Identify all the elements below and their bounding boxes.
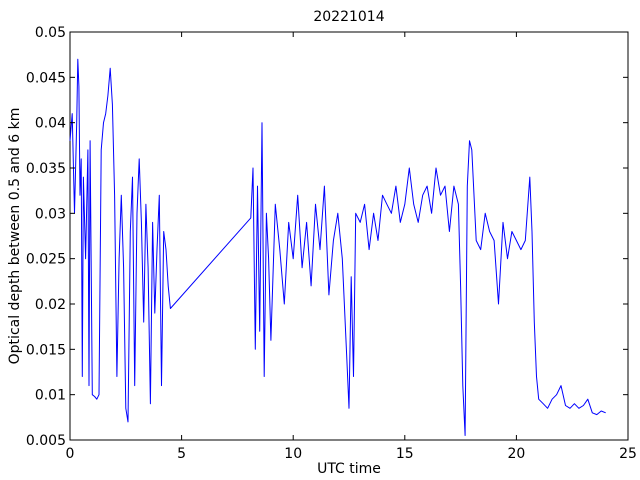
y-tick-label: 0.01 <box>35 388 66 404</box>
y-tick-label: 0.04 <box>35 116 66 132</box>
series-layer <box>69 58 606 436</box>
y-axis-label: Optical depth between 0.5 and 6 km <box>7 108 23 365</box>
y-tick-label: 0.005 <box>26 433 66 449</box>
x-axis-label: UTC time <box>317 461 381 477</box>
chart-title: 20221014 <box>313 9 384 25</box>
y-tick-label: 0.015 <box>26 342 66 358</box>
y-tick-label: 0.045 <box>26 70 66 86</box>
x-tick-label: 10 <box>284 446 302 462</box>
x-tick-label: 0 <box>66 446 75 462</box>
x-tick-label: 20 <box>507 446 525 462</box>
y-tick-label: 0.02 <box>35 297 66 313</box>
x-tick-label: 25 <box>619 446 637 462</box>
y-tick-label: 0.03 <box>35 206 66 222</box>
x-tick-label: 15 <box>396 446 414 462</box>
y-tick-label: 0.035 <box>26 161 66 177</box>
y-tick-label: 0.05 <box>35 25 66 41</box>
ticks-layer: 0 5 10 15 20 25 0.005 0.01 0.015 0.02 0.025 0.03 0.0… <box>26 25 637 462</box>
series-line-1 <box>69 58 606 436</box>
plot-area <box>69 31 629 441</box>
x-tick-label: 5 <box>177 446 186 462</box>
y-tick-label: 0.025 <box>26 252 66 268</box>
